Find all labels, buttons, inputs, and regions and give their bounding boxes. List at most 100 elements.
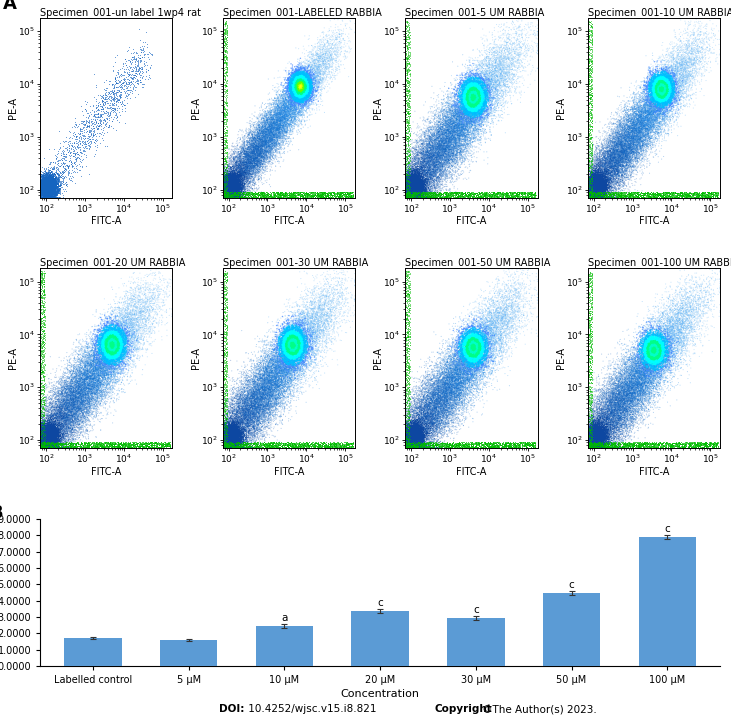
Point: [605, 418, 616, 429]
Point: [645, 352, 656, 364]
Point: [128, 338, 140, 349]
Point: [248, 388, 260, 400]
Point: [227, 188, 239, 199]
Point: [495, 329, 507, 341]
Point: [113, 343, 125, 354]
Point: [298, 84, 310, 96]
Point: [596, 432, 607, 444]
Point: [110, 336, 122, 348]
Point: [220, 60, 232, 71]
Point: [288, 79, 300, 91]
Point: [252, 374, 264, 386]
Point: [461, 102, 473, 113]
Point: [586, 439, 597, 451]
Point: [654, 361, 666, 372]
Point: [416, 157, 428, 168]
Point: [43, 442, 55, 454]
Point: [316, 50, 327, 62]
Point: [466, 316, 477, 328]
Point: [439, 405, 451, 416]
Point: [652, 86, 664, 97]
Point: [590, 175, 602, 186]
Point: [459, 101, 471, 112]
Point: [450, 187, 462, 199]
Point: [600, 183, 612, 194]
Point: [39, 190, 50, 202]
Point: [273, 365, 285, 377]
Point: [276, 436, 287, 448]
Point: [298, 92, 309, 104]
Point: [225, 433, 237, 444]
Point: [591, 176, 603, 188]
Point: [613, 150, 625, 162]
Point: [78, 374, 90, 385]
Point: [244, 148, 256, 159]
Point: [474, 84, 486, 96]
Point: [258, 384, 270, 395]
Point: [587, 192, 599, 203]
Point: [677, 316, 689, 328]
Point: [643, 358, 654, 369]
Point: [586, 164, 597, 176]
Point: [238, 154, 250, 166]
Point: [458, 336, 470, 348]
Point: [410, 424, 422, 436]
Point: [505, 189, 517, 201]
Point: [292, 81, 304, 93]
Point: [296, 344, 308, 356]
Point: [490, 323, 501, 334]
Point: [412, 440, 424, 451]
Point: [413, 431, 425, 443]
Point: [38, 442, 50, 454]
Point: [453, 375, 465, 387]
Point: [276, 140, 288, 151]
Point: [613, 135, 625, 146]
Point: [113, 340, 125, 351]
Point: [594, 433, 605, 445]
Point: [629, 378, 640, 390]
Point: [472, 348, 484, 360]
Point: [626, 128, 638, 140]
Point: [38, 435, 50, 446]
Point: [409, 405, 421, 416]
Point: [653, 89, 664, 101]
Point: [589, 174, 601, 186]
Point: [593, 413, 605, 425]
Point: [479, 192, 491, 203]
Point: [281, 102, 292, 113]
Point: [705, 186, 717, 198]
Point: [255, 389, 267, 400]
Point: [123, 355, 135, 366]
Point: [221, 439, 232, 451]
Point: [638, 106, 650, 117]
Point: [402, 187, 414, 199]
Point: [277, 347, 289, 359]
Point: [227, 184, 238, 195]
Point: [141, 269, 153, 280]
Point: [103, 330, 115, 341]
Point: [411, 174, 423, 186]
Point: [76, 368, 88, 379]
Point: [605, 395, 616, 407]
Point: [235, 184, 247, 196]
Point: [41, 181, 53, 192]
Point: [592, 438, 604, 449]
Point: [485, 344, 496, 356]
Point: [413, 426, 425, 437]
Point: [412, 433, 423, 445]
Point: [409, 426, 421, 438]
Point: [657, 86, 669, 98]
Point: [63, 380, 75, 392]
Point: [39, 425, 50, 436]
Point: [261, 142, 273, 153]
Point: [400, 173, 412, 184]
Point: [596, 433, 607, 444]
Point: [253, 397, 265, 409]
Point: [224, 440, 236, 451]
Point: [411, 147, 423, 158]
Point: [125, 439, 137, 451]
Point: [405, 430, 417, 441]
Point: [424, 402, 436, 414]
Point: [686, 58, 697, 69]
Point: [461, 359, 472, 371]
